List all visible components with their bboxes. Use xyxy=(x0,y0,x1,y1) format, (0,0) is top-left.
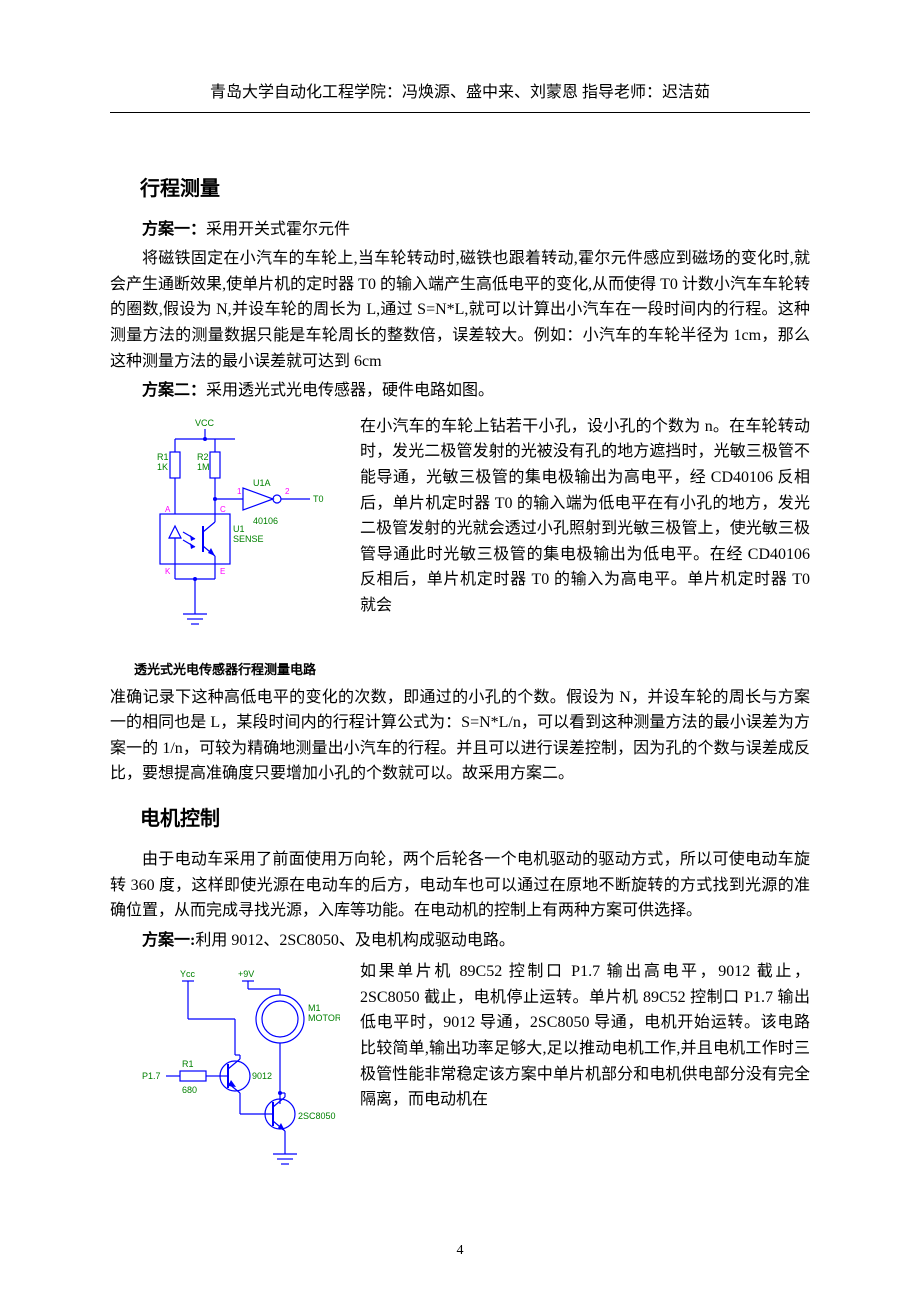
scheme1-label: 方案一： xyxy=(142,221,206,238)
section-heading-travel: 行程测量 xyxy=(140,173,810,205)
svg-text:2: 2 xyxy=(285,487,290,496)
svg-text:Ycc: Ycc xyxy=(180,969,196,979)
figure-caption-1: 透光式光电传感器行程测量电路 xyxy=(134,660,316,681)
svg-text:R1: R1 xyxy=(157,452,169,462)
svg-text:1K: 1K xyxy=(157,462,168,472)
svg-text:M1: M1 xyxy=(308,1003,321,1013)
svg-text:SENSE: SENSE xyxy=(233,534,264,544)
motor-scheme1-label: 方案一: xyxy=(142,932,195,949)
circuit-diagram-motor: Ycc +9V M1MOTOR P1.7 R1 680 9012 2SC8050 xyxy=(140,959,340,1179)
svg-text:E: E xyxy=(220,567,225,576)
svg-text:C: C xyxy=(220,505,226,514)
svg-text:U1: U1 xyxy=(233,524,245,534)
section-heading-motor: 电机控制 xyxy=(140,803,810,835)
svg-text:U1A: U1A xyxy=(253,478,271,488)
svg-text:T0: T0 xyxy=(313,494,324,504)
svg-text:A: A xyxy=(165,505,171,514)
scheme1-body: 将磁铁固定在小汽车的车轮上,当车轮转动时,磁铁也跟着转动,霍尔元件感应到磁场的变… xyxy=(110,246,810,374)
scheme1-heading: 方案一：采用开关式霍尔元件 xyxy=(110,217,810,243)
figure-block-photo-sensor: VCC R11K R21M U1A 40106 1 2 T0 U1SENSE A K C E 透光式光电… xyxy=(110,414,810,681)
svg-text:40106: 40106 xyxy=(253,516,278,526)
page-number: 4 xyxy=(0,1240,920,1262)
scheme2-continue: 准确记录下这种高低电平的变化的次数，即通过的小孔的个数。假设为 N，并设车轮的周… xyxy=(110,685,810,787)
svg-text:R1: R1 xyxy=(182,1059,194,1069)
motor-scheme1-heading: 方案一:利用 9012、2SC8050、及电机构成驱动电路。 xyxy=(110,928,810,954)
circuit-diagram-photo-sensor: VCC R11K R21M U1A 40106 1 2 T0 U1SENSE A K C E xyxy=(125,414,325,654)
scheme2-title: 采用透光式光电传感器，硬件电路如图。 xyxy=(206,382,494,399)
svg-text:MOTOR: MOTOR xyxy=(308,1013,340,1023)
svg-text:K: K xyxy=(165,567,171,576)
scheme1-title: 采用开关式霍尔元件 xyxy=(206,221,350,238)
scheme2-right-text: 在小汽车的车轮上钻若干小孔，设小孔的个数为 n。在车轮转动时，发光二极管发射的光… xyxy=(360,414,810,619)
svg-text:+9V: +9V xyxy=(238,969,254,979)
svg-text:1: 1 xyxy=(237,487,242,496)
svg-text:P1.7: P1.7 xyxy=(142,1071,161,1081)
motor-scheme1-title: 利用 9012、2SC8050、及电机构成驱动电路。 xyxy=(195,932,515,949)
scheme2-label: 方案二： xyxy=(142,382,206,399)
svg-text:VCC: VCC xyxy=(195,418,215,428)
svg-text:2SC8050: 2SC8050 xyxy=(298,1111,336,1121)
svg-text:1M: 1M xyxy=(197,462,210,472)
scheme2-heading: 方案二：采用透光式光电传感器，硬件电路如图。 xyxy=(110,378,810,404)
figure-left-container: VCC R11K R21M U1A 40106 1 2 T0 U1SENSE A K C E 透光式光电… xyxy=(110,414,340,681)
svg-text:680: 680 xyxy=(182,1085,197,1095)
motor-scheme1-right: 如果单片机 89C52 控制口 P1.7 输出高电平，9012 截止，2SC80… xyxy=(360,959,810,1113)
figure-block-motor: Ycc +9V M1MOTOR P1.7 R1 680 9012 2SC8050 如果单片机 … xyxy=(110,959,810,1179)
svg-text:R2: R2 xyxy=(197,452,209,462)
figure-2-left-container: Ycc +9V M1MOTOR P1.7 R1 680 9012 2SC8050 xyxy=(110,959,340,1179)
running-header: 青岛大学自动化工程学院：冯焕源、盛中来、刘蒙恩 指导老师：迟洁茹 xyxy=(110,80,810,113)
motor-intro: 由于电动车采用了前面使用万向轮，两个后轮各一个电机驱动的驱动方式，所以可使电动车… xyxy=(110,847,810,924)
svg-text:9012: 9012 xyxy=(252,1071,272,1081)
